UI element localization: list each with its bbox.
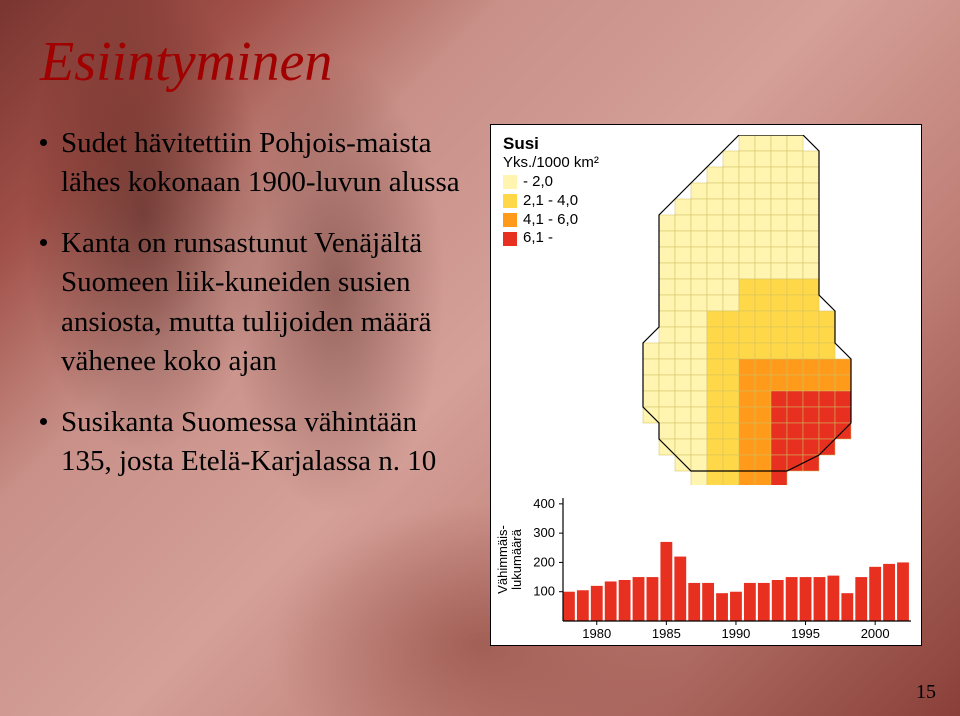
bar-chart: 100 200 300 400 Vähimmäis-lukumäärä 1980 1985 1… bbox=[491, 490, 921, 645]
svg-text:1985: 1985 bbox=[652, 626, 681, 641]
svg-text:1980: 1980 bbox=[582, 626, 611, 641]
svg-text:100: 100 bbox=[533, 584, 555, 599]
legend-row: 4,1 - 6,0 bbox=[503, 211, 599, 230]
finland-map: Susi Yks./1000 km² - 2,0 2,1 - 4,0 4 bbox=[491, 125, 921, 490]
legend-row: 6,1 - bbox=[503, 229, 599, 248]
bullet-text: Susikanta Suomessa vähintään 135, josta … bbox=[61, 403, 460, 481]
legend-row: - 2,0 bbox=[503, 173, 599, 192]
svg-text:1990: 1990 bbox=[721, 626, 750, 641]
map-legend: Susi Yks./1000 km² - 2,0 2,1 - 4,0 4 bbox=[503, 133, 599, 248]
legend-label: - 2,0 bbox=[523, 173, 553, 192]
svg-text:Vähimmäis-: Vähimmäis- bbox=[495, 525, 510, 594]
legend-swatch bbox=[503, 194, 517, 208]
bullet-list: Sudet hävitettiin Pohjois-maista lähes k… bbox=[40, 124, 460, 646]
list-item: Sudet hävitettiin Pohjois-maista lähes k… bbox=[40, 124, 460, 202]
bullet-icon bbox=[40, 418, 47, 425]
bullet-icon bbox=[40, 239, 47, 246]
bullet-text: Kanta on runsastunut Venäjältä Suomeen l… bbox=[61, 224, 460, 381]
svg-text:300: 300 bbox=[533, 525, 555, 540]
map-unit-label: Yks./1000 km² bbox=[503, 154, 599, 173]
legend-swatch bbox=[503, 175, 517, 189]
map-title: Susi bbox=[503, 133, 599, 154]
list-item: Kanta on runsastunut Venäjältä Suomeen l… bbox=[40, 224, 460, 381]
svg-text:lukumäärä: lukumäärä bbox=[509, 528, 524, 589]
svg-text:1995: 1995 bbox=[791, 626, 820, 641]
svg-text:200: 200 bbox=[533, 554, 555, 569]
legend-label: 4,1 - 6,0 bbox=[523, 211, 578, 230]
legend-swatch bbox=[503, 232, 517, 246]
figure-container: Susi Yks./1000 km² - 2,0 2,1 - 4,0 4 bbox=[490, 124, 922, 646]
list-item: Susikanta Suomessa vähintään 135, josta … bbox=[40, 403, 460, 481]
bullet-icon bbox=[40, 139, 47, 146]
svg-text:400: 400 bbox=[533, 496, 555, 511]
map-svg bbox=[611, 135, 911, 485]
legend-label: 2,1 - 4,0 bbox=[523, 192, 578, 211]
legend-row: 2,1 - 4,0 bbox=[503, 192, 599, 211]
svg-text:2000: 2000 bbox=[861, 626, 890, 641]
barchart-svg: 100 200 300 400 Vähimmäis-lukumäärä 1980 1985 1… bbox=[491, 490, 921, 645]
legend-label: 6,1 - bbox=[523, 229, 553, 248]
bullet-text: Sudet hävitettiin Pohjois-maista lähes k… bbox=[61, 124, 460, 202]
page-title: Esiintyminen bbox=[40, 30, 920, 94]
page-number: 15 bbox=[916, 681, 936, 704]
legend-swatch bbox=[503, 213, 517, 227]
